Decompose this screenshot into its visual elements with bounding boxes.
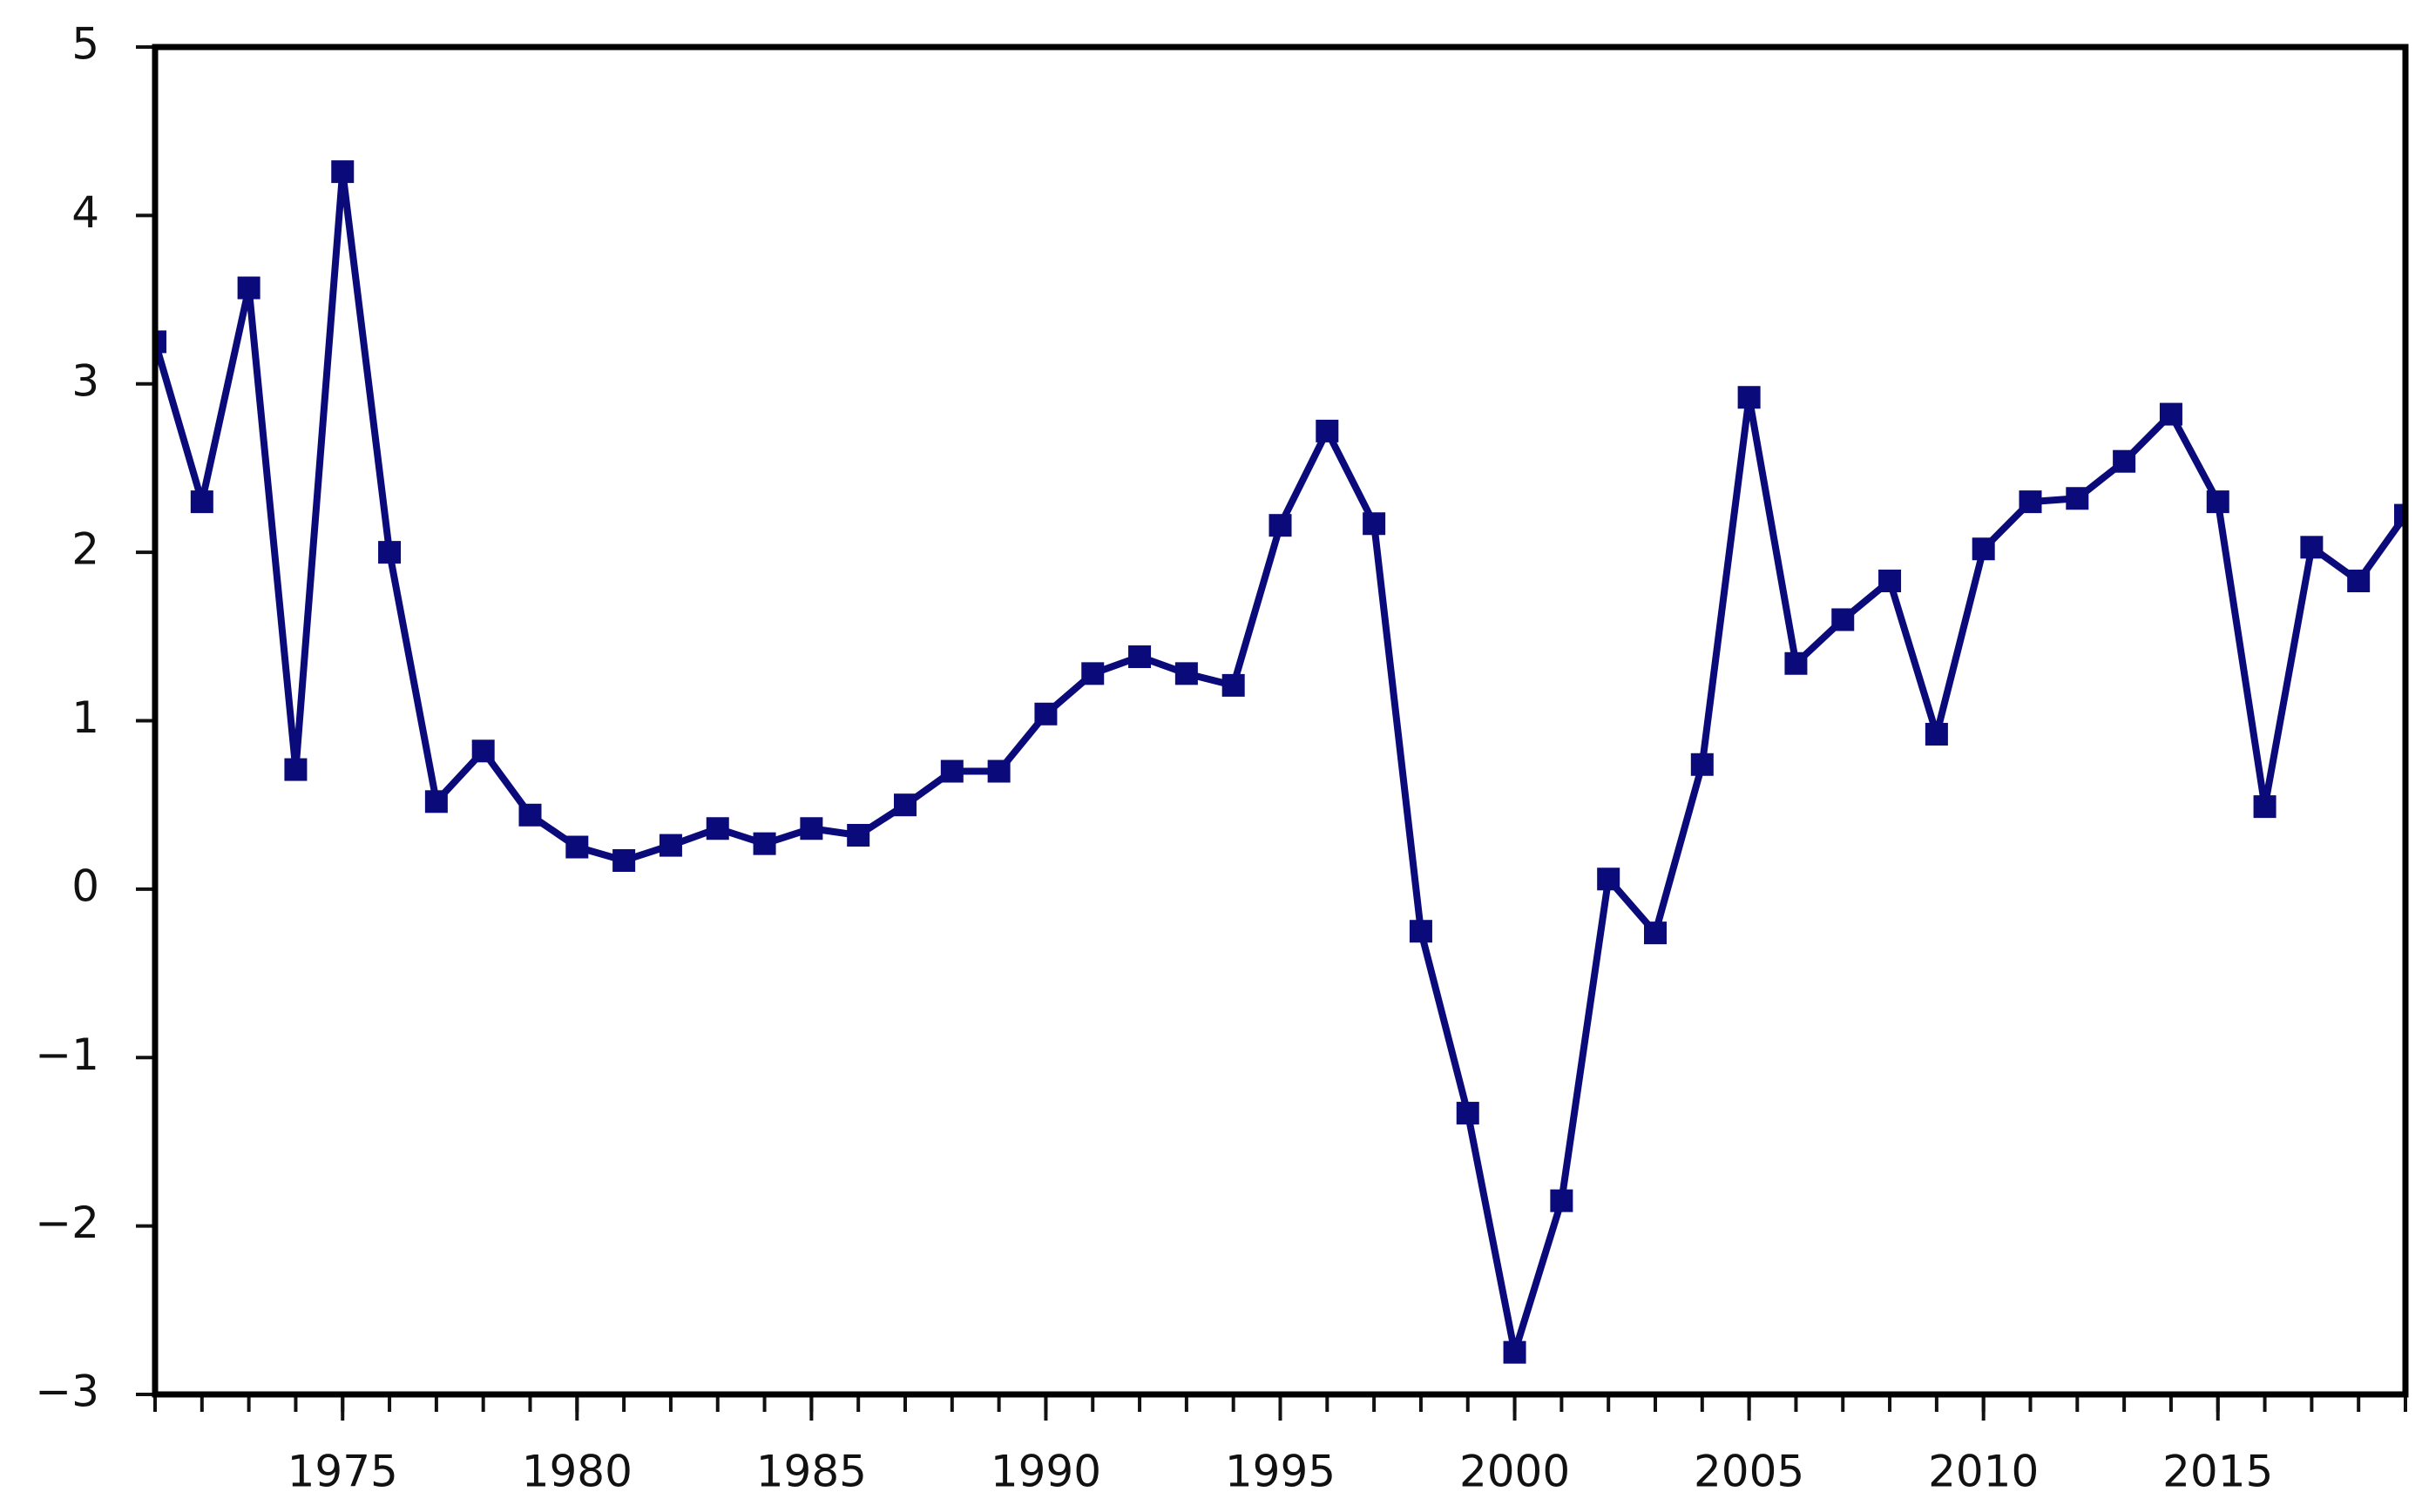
y-tick-label: −3 [35,1367,99,1417]
y-tick-label: 2 [71,524,99,575]
x-tick-label: 1995 [1225,1447,1336,1497]
data-point [1972,537,1995,561]
data-point [1503,1340,1526,1364]
data-point [1221,673,1245,697]
data-point [284,758,308,781]
data-point [2347,569,2371,592]
x-tick-label: 2010 [1928,1447,2039,1497]
data-point [1316,419,1339,442]
data-point [1784,651,1808,675]
data-point [1409,920,1432,943]
data-point [518,803,542,827]
y-tick-label: −1 [35,1029,99,1080]
data-point [2253,795,2277,819]
data-point [1644,921,1667,945]
y-tick-label: 5 [71,19,99,70]
data-point [1831,608,1855,631]
x-tick-label: 1985 [756,1447,867,1497]
data-point [1128,645,1152,669]
data-point [1690,753,1714,776]
data-point [1081,662,1105,685]
data-point [2113,449,2136,473]
data-point [706,817,729,840]
y-tick-label: 0 [71,861,99,911]
data-point [1925,722,1948,746]
data-point [1456,1102,1479,1125]
y-tick-label: −2 [35,1198,99,1248]
x-tick-label: 1980 [522,1447,633,1497]
data-point [237,276,260,300]
x-tick-label: 1975 [288,1447,398,1497]
y-tick-label: 3 [71,355,99,406]
data-point [2019,490,2042,514]
data-point [1269,514,1292,537]
data-point [940,759,964,783]
data-point [753,832,776,855]
y-tick-label: 4 [71,187,99,238]
data-point [424,790,448,813]
data-point [659,834,682,857]
data-point [800,817,823,840]
data-point [2300,536,2324,559]
x-tick-label: 2000 [1459,1447,1570,1497]
data-point [2066,487,2089,510]
data-point [2159,402,2182,426]
data-point [612,849,636,873]
data-point [1597,867,1620,891]
y-tick-label: 1 [71,692,99,743]
data-point [565,835,589,859]
data-point [2206,490,2229,514]
data-point [471,739,495,763]
plot-frame [152,44,2409,1398]
data-point [1034,702,1058,726]
data-point [378,541,402,564]
data-point [1363,512,1386,536]
data-point [987,759,1011,783]
data-point [331,160,355,184]
x-tick-label: 2015 [2162,1447,2273,1497]
data-point [190,490,213,514]
data-point [1878,569,1902,592]
plot-area [155,160,2405,1364]
data-point [1550,1189,1573,1212]
data-point [1737,386,1761,409]
x-tick-label: 2005 [1694,1447,1804,1497]
data-point [1174,662,1198,685]
data-point [847,823,870,847]
x-tick-label: 1990 [991,1447,1101,1497]
data-point [894,793,917,817]
